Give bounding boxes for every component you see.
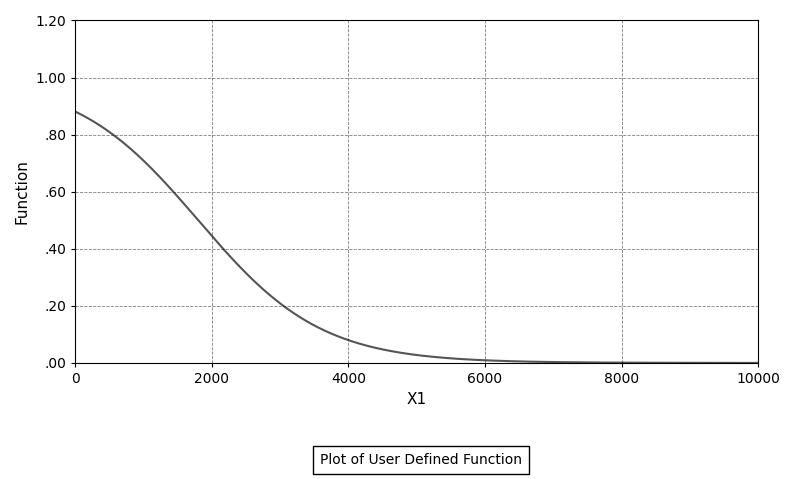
X-axis label: X1: X1 [406,391,427,407]
Y-axis label: Function: Function [15,160,30,224]
Text: Plot of User Defined Function: Plot of User Defined Function [320,453,522,467]
